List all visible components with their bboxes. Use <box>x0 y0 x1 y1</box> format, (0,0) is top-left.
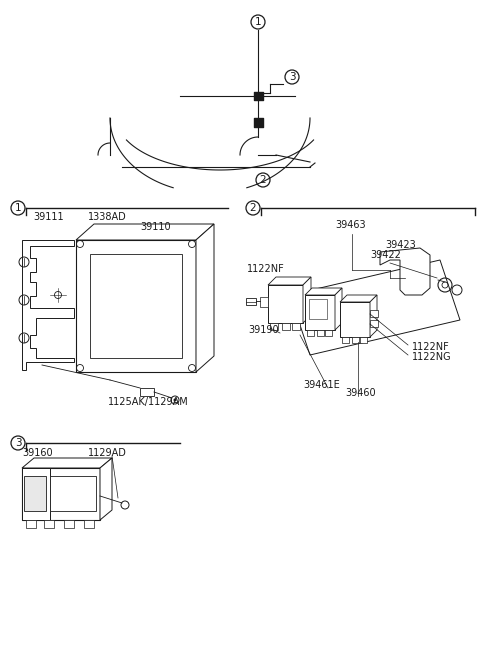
Bar <box>282 323 290 330</box>
Bar <box>260 297 268 307</box>
Text: 39461E: 39461E <box>303 380 340 390</box>
Bar <box>24 476 46 511</box>
Polygon shape <box>340 295 377 302</box>
Bar <box>317 330 324 336</box>
Text: 39190: 39190 <box>248 325 278 335</box>
Circle shape <box>173 399 177 401</box>
Bar <box>64 520 74 528</box>
Text: 1338AD: 1338AD <box>88 212 127 222</box>
Text: 1122NG: 1122NG <box>412 352 452 362</box>
Polygon shape <box>370 295 377 337</box>
Polygon shape <box>290 260 460 355</box>
Bar <box>246 298 256 305</box>
Text: 39422: 39422 <box>370 250 401 260</box>
Bar <box>370 310 378 317</box>
Text: 3: 3 <box>288 72 295 82</box>
Bar <box>140 388 154 396</box>
Bar <box>26 520 36 528</box>
Polygon shape <box>380 248 430 295</box>
Text: 39463: 39463 <box>335 220 366 230</box>
Text: 1129AD: 1129AD <box>88 448 127 458</box>
Bar <box>370 320 378 327</box>
Text: 2: 2 <box>250 203 256 213</box>
Bar <box>90 254 182 358</box>
Polygon shape <box>22 458 112 468</box>
Bar <box>360 337 367 343</box>
Text: 1125AK/1129AM: 1125AK/1129AM <box>108 397 189 407</box>
Bar <box>342 337 349 343</box>
Polygon shape <box>100 458 112 520</box>
Text: 3: 3 <box>15 438 21 448</box>
Text: 2: 2 <box>260 175 266 185</box>
Bar <box>22 468 100 520</box>
Polygon shape <box>305 288 342 295</box>
Text: 1: 1 <box>255 17 261 27</box>
Polygon shape <box>335 288 342 330</box>
Bar <box>340 302 370 337</box>
Polygon shape <box>196 224 214 372</box>
Bar <box>352 337 359 343</box>
Text: 39111: 39111 <box>33 212 64 222</box>
Bar <box>76 240 196 372</box>
Bar <box>305 295 335 330</box>
Text: 39160: 39160 <box>22 448 53 458</box>
Text: 1: 1 <box>15 203 21 213</box>
Polygon shape <box>303 277 311 323</box>
Bar <box>307 330 314 336</box>
Text: 1122NF: 1122NF <box>412 342 450 352</box>
Bar <box>268 285 303 323</box>
Bar <box>325 330 332 336</box>
Text: 1122NF: 1122NF <box>247 264 285 274</box>
Bar <box>309 299 327 319</box>
Bar <box>292 323 300 330</box>
Polygon shape <box>22 240 74 370</box>
Bar <box>22 468 50 520</box>
Bar <box>84 520 94 528</box>
Polygon shape <box>76 224 214 240</box>
Bar <box>50 476 96 511</box>
Text: 39460: 39460 <box>345 388 376 398</box>
Bar <box>44 520 54 528</box>
Text: 39110: 39110 <box>140 222 170 232</box>
Polygon shape <box>268 277 311 285</box>
Bar <box>270 323 278 330</box>
Text: 39423: 39423 <box>385 240 416 250</box>
